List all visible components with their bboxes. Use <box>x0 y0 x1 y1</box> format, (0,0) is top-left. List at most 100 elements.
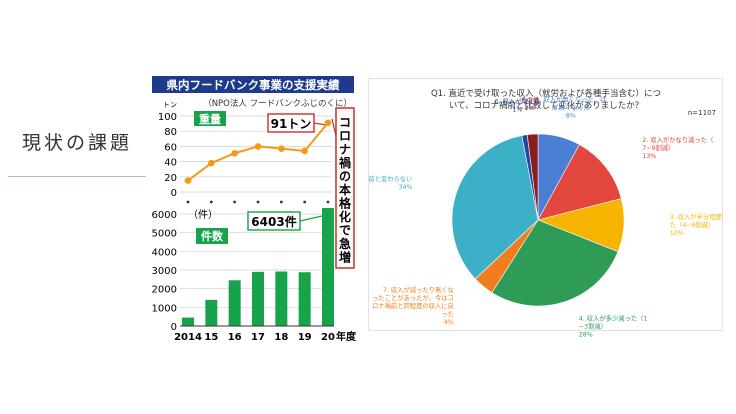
income-survey-pie-chart: Q1. 直近で受け取った収入（就労および各種手当含む）について、コロナ禍前と比較… <box>368 78 723 338</box>
pie-slice <box>451 135 539 280</box>
weight-unit-label: トン <box>163 101 177 109</box>
pie-slice-label: 7. 収入が減ったり無くな <box>383 285 454 294</box>
weight-point <box>278 145 285 152</box>
pie-slice-label: ぼ無くなった <box>552 103 590 112</box>
count-label: 件数 <box>201 229 224 243</box>
pie-slice-label: った <box>441 310 454 318</box>
pie-slice-percent: 13% <box>642 153 656 160</box>
count-callout: 6403件 <box>251 214 296 229</box>
panel-separator-dot <box>209 200 213 204</box>
chart-title: 県内フードバンク事業の支援実績 <box>166 78 340 92</box>
pie-title-line: いて、コロナ禍前と比較して変化がありましたか？ <box>449 100 644 111</box>
count-bar <box>322 208 334 326</box>
food-bank-chart: 県内フードバンク事業の支援実績 （NPO法人 フードバンクふじのくに） 0 20 40 6… <box>152 76 357 343</box>
panel-separator-dot <box>186 200 190 204</box>
weight-point <box>254 143 262 150</box>
weight-ytick-label: 80 <box>164 127 177 138</box>
xtick-label: 2014 <box>174 332 202 343</box>
count-ytick-label: 5000 <box>152 229 177 240</box>
xaxis-suffix-label: 年度 <box>336 330 357 343</box>
weight-callout: 91トン <box>271 117 312 131</box>
pie-slice-label: 7~9割減） <box>642 143 674 152</box>
weight-label: 重量 <box>199 112 221 126</box>
xtick-label: 15 <box>204 332 218 343</box>
pie-sample-size: n=1107 <box>688 109 716 117</box>
pie-slice-percent: 4% <box>444 319 454 326</box>
panel-separator-dot <box>303 200 307 204</box>
count-bar <box>252 271 264 326</box>
count-label-box <box>196 228 228 244</box>
count-ytick-label: 3000 <box>152 266 177 277</box>
panel-separator-dot <box>326 200 330 204</box>
panel-separator-dot <box>256 200 260 204</box>
weight-point <box>208 159 215 167</box>
chart-header-bar <box>152 76 354 93</box>
xtick-label: 18 <box>274 332 288 343</box>
pie-slice-percent: 2% <box>525 105 535 112</box>
annotation-char: 禍 <box>338 155 351 170</box>
weight-label-box <box>194 111 226 126</box>
count-bar <box>228 280 241 326</box>
weight-point <box>231 149 238 157</box>
pie-slice-label: 4. 収入が多少減った（1 <box>579 313 648 322</box>
pie-slice-percent: 10% <box>670 230 684 237</box>
count-bar <box>275 271 288 326</box>
annotation-char: 化 <box>339 209 351 224</box>
pie-slice-label: 6. 収入が増えた <box>494 96 540 105</box>
pie-slice-percent: 28% <box>579 331 593 338</box>
pie-slice-label: ったことがあったが、今はコ <box>372 293 454 302</box>
annotation-char: の <box>339 170 351 184</box>
weight-callout-leader <box>313 122 326 126</box>
pie-slice-label: 2. 収入がかなり減った（ <box>642 135 713 144</box>
annotation-pointer <box>331 118 337 137</box>
annotation-char: 格 <box>339 195 352 210</box>
count-ytick-label: 1000 <box>152 303 177 314</box>
annotation-char: コ <box>339 116 351 130</box>
count-ytick-label: 0 <box>171 322 177 333</box>
annotation-char: 増 <box>339 249 351 264</box>
xtick-label: 20 <box>321 332 335 343</box>
pie-slice-percent: 1% <box>512 106 522 113</box>
weight-point <box>324 119 332 127</box>
xtick-label: 19 <box>298 332 312 343</box>
pie-title-line: Q1. 直近で受け取った収入（就労および各種手当含む）につ <box>431 88 661 99</box>
annotation-char: ロ <box>339 129 351 143</box>
count-ytick-label: 2000 <box>152 285 177 296</box>
annotation-char: で <box>339 223 351 237</box>
pie-slice <box>491 219 619 307</box>
pie-slice-label: 3. 収入が半分程度に減っ <box>670 212 723 221</box>
xtick-label: 17 <box>251 332 265 343</box>
count-bar <box>298 272 311 326</box>
panel-separator-dot <box>233 200 237 204</box>
xtick-label: 16 <box>228 332 242 343</box>
slide-title: 現状の課題 <box>22 132 133 154</box>
pie-slice-percent: 8% <box>566 113 576 120</box>
annotation-box <box>335 107 355 269</box>
annotation-char: 急 <box>339 236 351 251</box>
pie-slice-label: その他 <box>520 95 540 104</box>
pie-slice-label: た（4~6割減） <box>670 220 715 229</box>
count-unit-label: （件） <box>188 209 218 221</box>
chart-subtitle: （NPO法人 フードバンクふじのくに） <box>203 98 352 109</box>
pie-slice-label: 1. 収入が無くなった、ほ <box>535 95 606 104</box>
weight-point <box>184 177 192 184</box>
weight-point <box>301 147 308 155</box>
count-callout-leader <box>299 215 323 222</box>
weight-ytick-label: 0 <box>171 188 177 199</box>
pie-slice <box>526 133 539 221</box>
count-ytick-label: 6000 <box>152 210 177 221</box>
weight-ytick-label: 60 <box>164 142 177 153</box>
pie-slice-label: ロナ禍前と同程度の収入に戻 <box>372 301 454 310</box>
panel-separator-dot <box>279 200 283 204</box>
annotation-char: ナ <box>339 143 351 157</box>
weight-ytick-label: 20 <box>164 173 177 184</box>
weight-ytick-label: 40 <box>164 158 177 169</box>
pie-slice-label: 5. 以前と変わらない <box>368 174 412 183</box>
count-bar <box>182 317 194 326</box>
count-ytick-label: 4000 <box>152 247 177 258</box>
weight-ytick-label: 100 <box>158 112 177 123</box>
pie-slice <box>537 144 622 221</box>
title-underline <box>8 176 146 177</box>
pie-slice-label: ~3割減） <box>579 321 607 330</box>
pie-slice-percent: 34% <box>398 184 412 191</box>
